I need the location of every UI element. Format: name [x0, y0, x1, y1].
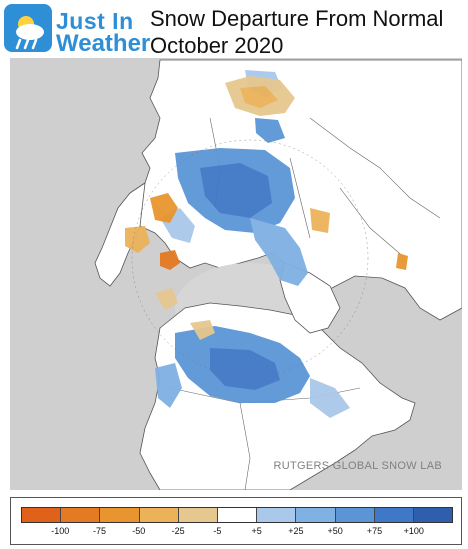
legend-swatch	[217, 508, 258, 522]
positive-departure-regions	[155, 70, 350, 418]
weather-logo-icon	[4, 4, 52, 52]
legend-swatch	[335, 508, 375, 522]
legend-swatch	[22, 508, 62, 522]
logo: Just In Weather	[0, 0, 150, 60]
color-legend: -100 -75 -50 -25 -5 +5 +25 +50 +75 +100	[10, 497, 462, 545]
legend-tick-label: -50	[132, 526, 146, 536]
legend-tick-label: -5	[213, 526, 222, 536]
legend-swatch	[374, 508, 414, 522]
latitude-circle	[131, 139, 369, 377]
legend-swatch	[413, 508, 453, 522]
legend-tick-label: +75	[366, 526, 383, 536]
logo-text-just-in: Just In	[56, 8, 134, 34]
snow-departure-map: RUTGERS GLOBAL SNOW LAB	[10, 58, 462, 490]
legend-swatch	[100, 508, 140, 522]
legend-swatch	[178, 508, 218, 522]
map-title: Snow Departure From Normal	[150, 6, 444, 31]
legend-tick-label: +100	[403, 526, 424, 536]
legend-tick-label: -75	[93, 526, 107, 536]
data-source-credit: RUTGERS GLOBAL SNOW LAB	[273, 460, 442, 472]
negative-departure-regions	[125, 76, 408, 340]
map-subtitle-date: October 2020	[150, 33, 284, 58]
legend-swatch	[296, 508, 336, 522]
polar-projection-svg	[94, 59, 462, 490]
legend-tick-label: +5	[251, 526, 262, 536]
legend-swatch	[257, 508, 297, 522]
legend-swatch	[139, 508, 179, 522]
legend-tick-labels: -100 -75 -50 -25 -5 +5 +25 +50 +75 +100	[21, 526, 453, 540]
legend-tick-label: -100	[51, 526, 70, 536]
legend-tick-label: -25	[171, 526, 185, 536]
legend-tick-label: +50	[327, 526, 343, 536]
legend-color-bar	[21, 507, 453, 523]
legend-tick-label: +25	[288, 526, 304, 536]
logo-text-weather: Weather	[56, 30, 151, 57]
legend-swatch	[61, 508, 101, 522]
